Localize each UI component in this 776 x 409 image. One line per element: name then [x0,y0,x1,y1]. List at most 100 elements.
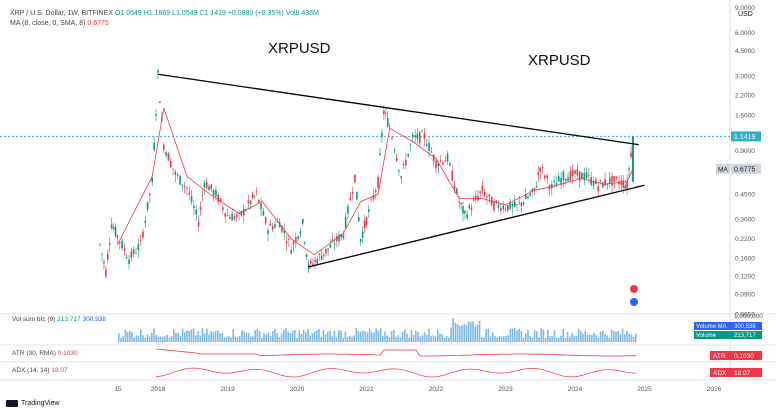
atr-value: 0.1030 [57,350,78,357]
volume-bar [518,328,520,342]
atr-tag-label: ATR [713,353,726,360]
volume-bar [419,336,421,342]
volume-bar [364,331,366,342]
candle-body [212,190,215,196]
candle-body [453,185,456,189]
candle-body [229,216,231,220]
volume-bar [137,336,140,342]
volume-bar [375,328,377,342]
candle-body [466,214,468,218]
volume-bar [210,330,212,342]
volume-bar [445,336,448,342]
candle-body [432,154,435,162]
volume-bar [120,337,122,342]
volume-bar [549,336,551,342]
candle-body [320,255,323,260]
candle-body [458,201,460,203]
volume-bar [606,335,608,342]
volume-bar [219,333,221,342]
candle-body [537,172,540,176]
candle-body [264,217,267,224]
volume-bar [582,333,584,342]
candle-body [423,132,426,139]
volume-bar [135,335,138,342]
candle-body [539,167,542,172]
volume-bar [415,330,417,342]
volume-bar [388,336,391,342]
last-price-tag [731,131,761,142]
candle-body [597,186,599,192]
candle-body [110,224,113,229]
candle-body [520,202,523,206]
adx-tag-label: ADX [713,370,727,377]
candle-body [567,177,569,182]
volume-bar [489,336,492,342]
tradingview-logo[interactable]: TradingView [6,400,60,407]
volume-bar [300,333,303,342]
candle-body [183,185,186,187]
volume-bar [329,330,331,342]
candle-body [560,177,562,185]
candle-body [312,263,314,266]
candle-body [500,208,502,212]
volume-bar [225,336,228,342]
candle-body [186,187,188,189]
candle-body [379,153,381,155]
candle-body [551,184,553,188]
volume-bar [181,328,184,342]
candle-body [595,179,597,184]
volume-bar [124,329,127,342]
candle-body [329,244,332,248]
candle-body [393,149,396,151]
candle-body [435,160,437,169]
volume-bar [434,336,437,342]
volume-bar [146,334,149,342]
volume-bar [269,336,272,342]
candle-body [368,209,370,212]
candle-body [176,174,179,176]
candle-body [149,193,151,196]
y-tick-label: 0.2200 [735,236,755,243]
volume-bar [151,332,153,342]
candle-body [118,242,121,244]
candle-body [544,175,546,179]
volume-bar [228,336,230,342]
adx-legend: ADX (14, 14) 18.07 [12,367,68,374]
volume-bar [566,332,569,342]
volume-bar [516,330,518,342]
candle-body [281,225,283,232]
volume-bar [448,337,450,342]
x-tick-label: 2020 [290,386,305,393]
candle-body [541,166,544,168]
ma-tag-label: MA [718,166,728,173]
candle-body [588,174,590,176]
volume-bar [148,336,151,342]
candle-body [398,170,400,172]
volume-value-1: 213,717 [57,316,81,323]
volume-bar [599,331,602,342]
candle-body [385,112,387,114]
volume-bar [166,334,168,342]
candle-body [611,175,613,186]
candle-body [238,212,240,214]
volume-bar [454,322,457,342]
volume-bar [595,335,597,342]
volume-bar [221,332,223,342]
volume-bar [289,333,292,342]
volume-bar [562,328,564,342]
y-tick-label: 4.5000 [735,48,755,55]
adx-label: ADX (14, 14) [12,367,50,374]
volume-bar [540,328,542,342]
candle-body [460,203,462,205]
volume-bar [278,336,281,342]
volume-bar [580,330,582,342]
candle-body [292,241,295,245]
x-tick-label: 2019 [220,386,235,393]
volume-bar [298,330,300,342]
volume-bar [340,330,342,342]
volume-bar [443,337,446,342]
candle-body [495,200,498,203]
candle-body [276,221,279,223]
